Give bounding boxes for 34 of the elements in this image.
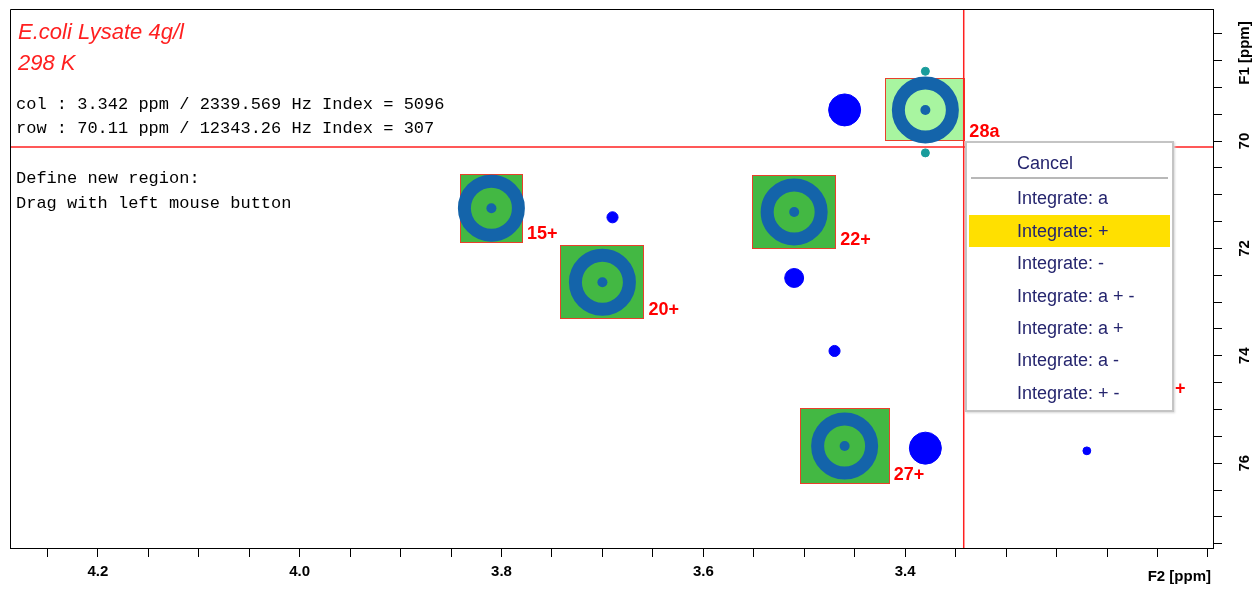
annotation: Integrate: - (1016, 252, 1106, 276)
annotation: Cancel (1016, 152, 1075, 175)
annotation: row : 70.11 ppm / 12343.26 Hz Index = 307 (16, 118, 435, 138)
y-tick-label: 70 (1235, 132, 1253, 150)
point (920, 66, 930, 76)
y-tick-label: 76 (1235, 454, 1253, 472)
point (891, 76, 959, 144)
text: E.coli Lysate 4g/l (18, 19, 186, 44)
annotation: Drag with left mouse button (16, 193, 292, 213)
annotation: + (1175, 378, 1186, 399)
annotation: Integrate: + (969, 214, 1170, 247)
x-tick-label: 3.4 (894, 562, 917, 580)
y-tick-label: 74 (1235, 346, 1253, 365)
annotation: 27+ (893, 463, 925, 484)
annotation: Integrate: + - (1016, 381, 1121, 405)
x-tick-label: 4.2 (87, 562, 109, 580)
annotation: Integrate: a (1016, 187, 1110, 211)
annotation: col : 3.342 ppm / 2339.569 Hz Index = 5096 (16, 94, 445, 114)
annotation: 20+ (648, 299, 679, 320)
annotation: 28a (969, 121, 1001, 142)
x-tick-label: 3.8 (491, 562, 512, 580)
text: 298 K (17, 50, 77, 75)
annotation: Integrate: a + - (1016, 284, 1136, 308)
x-axis-title: F2 [ppm] (1147, 567, 1211, 585)
annotation: 15+ (526, 222, 558, 243)
annotation: Integrate: a - (1016, 349, 1121, 373)
y-axis-title: F1 [ppm] (1235, 21, 1253, 85)
y-tick-label: 72 (1235, 240, 1253, 257)
annotation: 22+ (840, 228, 871, 249)
x-tick-label: 3.6 (692, 562, 714, 580)
x-tick-label: 4.0 (289, 562, 311, 580)
annotation: Define new region: (16, 168, 200, 188)
point (920, 148, 930, 158)
annotation: Integrate: a + (1016, 317, 1125, 340)
